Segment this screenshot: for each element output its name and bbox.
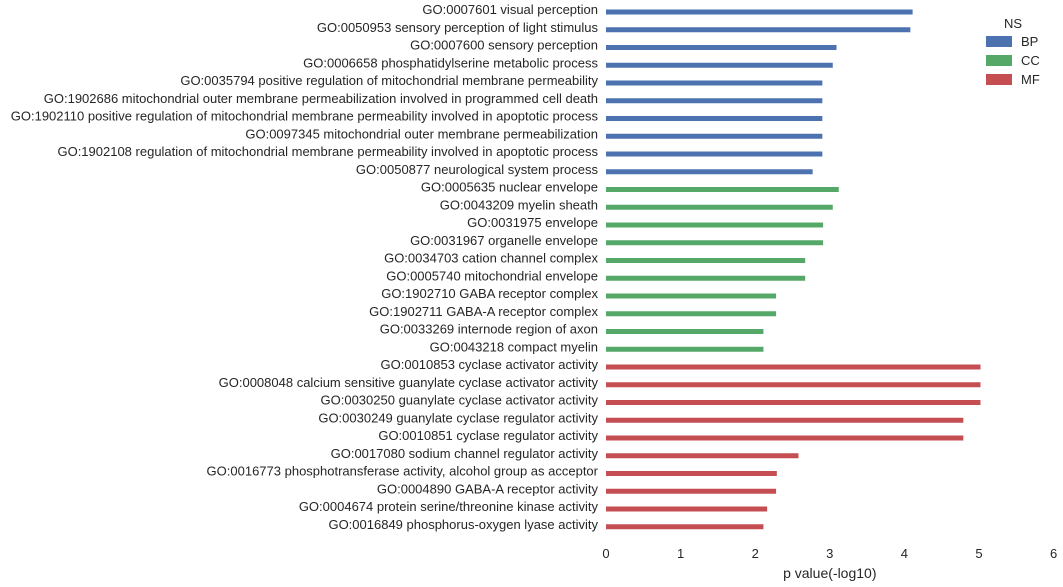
category-label-26: GO:0017080 sodium channel regulator acti… — [331, 446, 599, 461]
bar-20 — [606, 346, 764, 352]
category-label-9: GO:1902108 regulation of mitochondrial m… — [57, 144, 598, 159]
category-label-1: GO:0007601 visual perception — [422, 2, 598, 17]
bar-28 — [606, 488, 777, 494]
bar-7 — [606, 116, 823, 121]
legend-title: NS — [1004, 16, 1022, 31]
category-label-23: GO:0030250 guanylate cyclase activator a… — [321, 393, 599, 408]
legend-label-cc: CC — [1021, 53, 1040, 68]
bar-4 — [606, 62, 833, 68]
legend-swatch-cc — [986, 55, 1012, 66]
x-tick-label-3: 3 — [826, 546, 833, 561]
bar-14 — [606, 240, 824, 246]
bar-23 — [606, 400, 981, 405]
category-label-17: GO:1902710 GABA receptor complex — [381, 286, 598, 301]
legend-swatch-mf — [986, 74, 1012, 85]
bar-12 — [606, 204, 833, 210]
bar-9 — [606, 151, 823, 157]
x-axis-ticks: 0 1 2 3 4 5 6 — [602, 546, 1057, 561]
bar-27 — [606, 471, 777, 476]
bar-29 — [606, 506, 768, 512]
x-tick-label-2: 2 — [752, 546, 759, 561]
category-label-25: GO:0010851 cyclase regulator activity — [378, 428, 598, 443]
bar-11 — [606, 187, 839, 192]
bar-26 — [606, 453, 799, 459]
category-label-15: GO:0034703 cation channel complex — [384, 251, 598, 266]
category-label-8: GO:0097345 mitochondrial outer membrane … — [245, 126, 598, 141]
category-label-30: GO:0016849 phosphorus-oxygen lyase activ… — [328, 517, 598, 532]
bar-24 — [606, 417, 964, 423]
x-tick-label-0: 0 — [602, 546, 609, 561]
x-tick-label-1: 1 — [677, 546, 684, 561]
x-tick-label-6: 6 — [1050, 546, 1057, 561]
category-label-18: GO:1902711 GABA-A receptor complex — [369, 304, 598, 319]
category-label-7: GO:1902110 positive regulation of mitoch… — [11, 109, 599, 124]
category-label-28: GO:0004890 GABA-A receptor activity — [377, 481, 599, 496]
x-tick-label-4: 4 — [901, 546, 908, 561]
category-label-14: GO:0031967 organelle envelope — [410, 233, 598, 248]
category-label-16: GO:0005740 mitochondrial envelope — [386, 268, 598, 283]
bar-3 — [606, 45, 837, 50]
bar-6 — [606, 98, 823, 104]
x-tick-label-5: 5 — [975, 546, 982, 561]
bar-17 — [606, 293, 777, 299]
category-label-21: GO:0010853 cyclase activator activity — [381, 357, 599, 372]
category-label-29: GO:0004674 protein serine/threonine kina… — [299, 499, 599, 514]
category-labels: GO:0007601 visual perception GO:0050953 s… — [11, 2, 599, 532]
bar-5 — [606, 80, 823, 86]
bar-30 — [606, 524, 764, 530]
category-label-5: GO:0035794 positive regulation of mitoch… — [180, 73, 598, 88]
bar-1 — [606, 9, 913, 15]
x-axis-title: p value(-log10) — [783, 565, 876, 581]
bars-layer — [606, 9, 981, 530]
category-label-11: GO:0005635 nuclear envelope — [421, 180, 598, 195]
legend-label-bp: BP — [1021, 34, 1038, 49]
category-label-24: GO:0030249 guanylate cyclase regulator a… — [318, 410, 598, 425]
category-label-6: GO:1902686 mitochondrial outer membrane … — [44, 91, 598, 106]
bar-16 — [606, 275, 806, 281]
bar-15 — [606, 258, 806, 263]
bar-10 — [606, 169, 813, 175]
category-label-10: GO:0050877 neurological system process — [356, 162, 599, 177]
category-label-3: GO:0007600 sensory perception — [410, 38, 598, 53]
bar-22 — [606, 382, 981, 388]
category-label-22: GO:0008048 calcium sensitive guanylate c… — [219, 375, 599, 390]
category-label-2: GO:0050953 sensory perception of light s… — [317, 20, 599, 35]
bar-21 — [606, 364, 981, 370]
legend-label-mf: MF — [1021, 72, 1040, 87]
bar-8 — [606, 133, 823, 139]
bar-19 — [606, 329, 764, 334]
category-label-13: GO:0031975 envelope — [467, 215, 598, 230]
bar-13 — [606, 222, 824, 228]
category-label-20: GO:0043218 compact myelin — [430, 339, 598, 354]
bar-25 — [606, 435, 964, 441]
bar-2 — [606, 27, 911, 33]
category-label-27: GO:0016773 phosphotransferase activity, … — [207, 464, 599, 479]
category-label-4: GO:0006658 phosphatidylserine metabolic … — [303, 55, 598, 70]
bar-18 — [606, 311, 777, 317]
legend-swatch-bp — [986, 36, 1012, 47]
category-label-12: GO:0043209 myelin sheath — [440, 197, 598, 212]
category-label-19: GO:0033269 internode region of axon — [380, 322, 598, 337]
legend: NS BP CC MF — [986, 16, 1040, 87]
